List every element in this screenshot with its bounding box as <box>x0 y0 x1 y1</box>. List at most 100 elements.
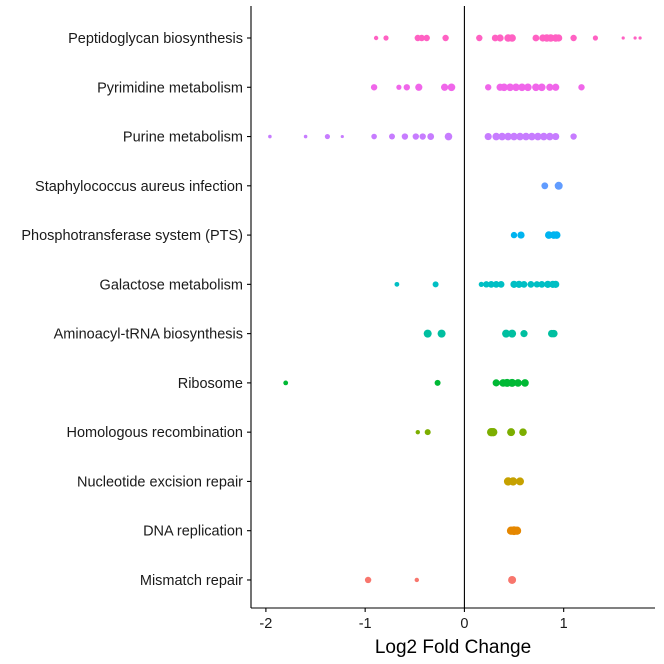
data-point <box>383 35 389 41</box>
data-point <box>424 429 431 436</box>
data-point <box>528 132 536 141</box>
data-point <box>489 427 498 437</box>
data-point <box>508 378 517 387</box>
data-point <box>504 132 512 141</box>
data-point <box>412 133 419 140</box>
data-point <box>441 83 449 91</box>
data-point <box>532 83 540 92</box>
x-tick-label: 1 <box>560 616 568 632</box>
data-point <box>502 329 511 338</box>
data-point <box>521 379 529 387</box>
data-point <box>487 280 495 288</box>
y-tick-label: Peptidoglycan biosynthesis <box>68 31 243 47</box>
data-point <box>485 84 492 91</box>
data-point <box>544 280 552 288</box>
y-tick-label: Phosphotransferase system (PTS) <box>21 228 243 244</box>
y-tick-label: Nucleotide excision repair <box>77 474 243 490</box>
data-point <box>638 36 642 40</box>
data-point <box>527 280 535 288</box>
y-tick-label: Purine metabolism <box>123 130 243 146</box>
data-point <box>510 231 518 239</box>
data-point <box>484 132 492 141</box>
data-point <box>546 132 554 141</box>
data-point <box>592 35 599 41</box>
data-point <box>396 84 402 90</box>
data-point <box>510 280 518 288</box>
data-point <box>508 329 517 338</box>
data-point <box>500 83 508 92</box>
data-point <box>533 281 541 288</box>
data-point <box>621 36 625 40</box>
data-point <box>340 134 344 139</box>
data-point <box>394 281 400 287</box>
data-point <box>492 132 501 141</box>
data-point <box>418 34 425 42</box>
data-point <box>403 84 410 91</box>
data-point <box>520 330 528 338</box>
data-point <box>514 379 522 387</box>
x-axis-ticks: -2 -1 0 1 <box>259 608 568 632</box>
y-tick-label: Homologous recombination <box>66 425 243 441</box>
data-point <box>496 34 504 42</box>
data-point <box>476 34 483 42</box>
data-point <box>371 133 377 140</box>
data-point <box>519 428 527 436</box>
data-point <box>419 133 426 140</box>
data-point <box>444 132 453 141</box>
data-point <box>506 83 514 92</box>
data-point <box>570 34 577 42</box>
data-point <box>524 83 532 92</box>
data-point <box>434 379 441 386</box>
y-axis-labels: Peptidoglycan biosynthesis Pyrimidine met… <box>21 31 243 589</box>
data-point <box>552 83 560 91</box>
data-point <box>540 132 548 141</box>
data-point <box>492 379 500 387</box>
data-point <box>518 83 526 92</box>
y-tick-label: Aminoacyl-tRNA biosynthesis <box>54 327 243 343</box>
data-point <box>414 577 419 583</box>
data-point <box>432 281 439 288</box>
data-point <box>373 35 379 41</box>
y-tick-label: Mismatch repair <box>140 573 243 589</box>
data-point <box>554 181 563 190</box>
data-point <box>498 132 506 141</box>
data-point <box>512 526 522 535</box>
data-point <box>491 34 499 42</box>
data-point <box>555 34 563 42</box>
data-point <box>415 83 423 91</box>
data-point <box>389 133 395 140</box>
data-point <box>538 280 546 288</box>
data-point <box>478 281 484 287</box>
data-point <box>552 280 560 288</box>
data-point <box>578 84 585 91</box>
data-point <box>415 429 420 435</box>
data-point <box>370 84 378 91</box>
data-point <box>517 231 525 239</box>
x-tick-label: 0 <box>460 616 468 632</box>
data-point <box>512 83 520 92</box>
data-point <box>552 231 561 239</box>
data-point <box>324 133 330 140</box>
data-point <box>538 83 546 92</box>
x-tick-label: -1 <box>359 616 372 632</box>
data-point <box>442 34 449 42</box>
data-point <box>522 132 530 141</box>
data-point <box>423 329 432 338</box>
data-point <box>364 576 372 584</box>
data-point <box>483 281 490 288</box>
data-point <box>515 280 523 288</box>
data-point <box>497 280 505 288</box>
y-tick-label: Staphylococcus aureus infection <box>35 179 243 195</box>
data-point <box>427 133 435 140</box>
data-point <box>570 133 577 140</box>
y-tick-label: Galactose metabolism <box>100 277 243 293</box>
data-point <box>532 34 540 42</box>
data-point <box>550 329 558 338</box>
data-point <box>508 575 517 584</box>
data-point <box>423 34 430 42</box>
data-point <box>507 428 516 437</box>
data-point <box>283 380 289 386</box>
data-point <box>401 133 409 140</box>
